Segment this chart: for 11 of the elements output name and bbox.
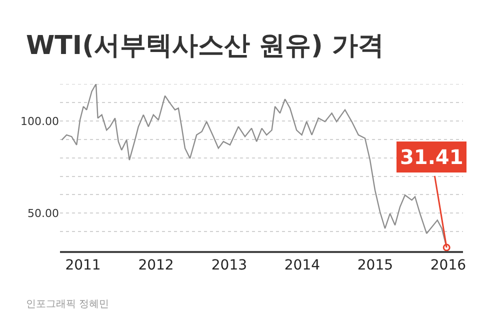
y-tick-label: 50.00	[28, 207, 59, 220]
chart-title: WTI(서부텍사스산 원유) 가격	[26, 31, 384, 61]
x-tick-label: 2012	[138, 258, 174, 274]
x-tick-label: 2014	[284, 258, 320, 274]
annotation: 31.41	[400, 145, 464, 169]
x-tick-label: 2015	[357, 258, 394, 274]
x-tick-label: 2013	[211, 258, 248, 274]
y-tick-label: 100.00	[20, 114, 59, 128]
x-tick-label: 2011	[65, 258, 101, 274]
x-tick-label: 2016	[430, 258, 466, 274]
text: 인포그래픽 정혜민	[26, 299, 110, 310]
